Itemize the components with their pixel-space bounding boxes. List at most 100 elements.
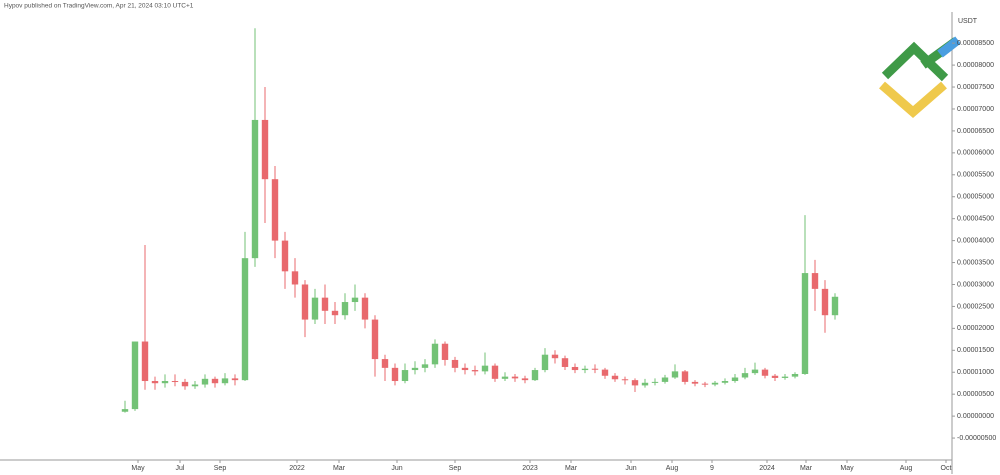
candle-body [161,381,169,384]
unit-label: USDT [958,18,978,25]
y-tick-label: -0.00000500 [957,435,996,442]
x-tick-label: 9 [710,465,714,472]
candle-body [201,378,209,385]
y-tick-label: 0.00003500 [957,259,994,266]
y-tick-label: 0.00000500 [957,391,994,398]
x-tick-label: Mar [565,465,578,472]
candle-body [661,377,669,382]
x-tick-label: 2022 [289,465,305,472]
candle-body [681,371,689,382]
candle-body [381,359,389,368]
candle-body [401,370,409,382]
y-tick-label: 0.00007500 [957,84,994,91]
candle-body [621,379,629,381]
x-tick-label: Mar [333,465,346,472]
candle-body [451,359,459,368]
candle-body [151,381,159,384]
x-tick-label: Jun [625,465,636,472]
x-tick-label: Sep [214,465,227,472]
y-tick-label: 0.00001500 [957,347,994,354]
x-tick-label: 2023 [522,465,538,472]
candle-body [331,310,339,316]
candle-body [821,288,829,316]
candle-body [791,373,799,377]
y-tick-label: 0.00002000 [957,325,994,332]
candle-body [601,369,609,376]
candle-body [831,296,839,316]
candle-body [471,370,479,372]
candle-body [411,367,419,371]
x-tick-label: May [131,465,145,472]
candle-body [511,376,519,379]
candle-body [581,368,589,371]
candle-body [741,373,749,378]
x-tick-label: 2024 [759,465,775,472]
candle-body [541,354,549,371]
x-tick-label: Aug [666,465,679,472]
candle-body [321,297,329,311]
candle-body [231,378,239,381]
candle-body [691,381,699,384]
y-tick-label: 0.00004000 [957,237,994,244]
y-tick-label: 0.00000000 [957,413,994,420]
candle-body [551,354,559,359]
x-tick-label: May [840,465,854,472]
candle-body [391,367,399,382]
candle-body [531,370,539,381]
candle-body [631,380,639,386]
x-tick-label: Jun [391,465,402,472]
candle-body [701,383,709,385]
header: Hypov published on TradingView.com, Apr … [4,3,194,10]
y-tick-label: 0.00005000 [957,194,994,201]
candle-body [641,382,649,386]
candle-body [721,381,729,383]
candle-body [501,376,509,379]
y-tick-label: 0.00004500 [957,216,994,223]
candle-body [291,271,299,285]
y-tick-label: 0.00006000 [957,150,994,157]
candle-body [611,375,619,380]
candle-body [811,273,819,289]
candle-body [211,378,219,384]
candle-body [671,371,679,378]
candle-body [521,378,529,381]
candle-body [421,364,429,368]
candle-body [491,365,499,379]
y-tick-label: 0.00008000 [957,62,994,69]
candle-body [561,358,569,367]
candle-body [311,297,319,320]
candle-body [141,341,149,382]
x-tick-label: Sep [449,465,462,472]
candle-body [711,382,719,385]
candle-body [481,365,489,372]
candle-body [131,341,139,410]
candle-body [241,258,249,381]
y-tick-label: 0.00007000 [957,106,994,113]
y-tick-label: 0.00002500 [957,303,994,310]
x-tick-label: Oct [941,465,952,472]
y-tick-label: 0.00008500 [957,40,994,47]
candle-body [431,343,439,365]
candle-body [441,343,449,360]
candle-body [751,369,759,374]
candle-body [191,384,199,387]
candle-body [371,319,379,360]
candle-body [271,179,279,241]
candle-body [251,119,259,259]
candle-body [171,381,179,383]
y-tick-label: 0.00005500 [957,172,994,179]
candle-body [281,240,289,272]
candle-body [221,378,229,384]
x-tick-label: Mar [800,465,813,472]
x-tick-label: Jul [176,465,185,472]
candle-body [731,377,739,382]
candle-body [571,366,579,371]
y-tick-label: 0.00006500 [957,128,994,135]
x-tick-label: Aug [900,465,913,472]
candle-body [781,376,789,378]
y-tick-label: 0.00001000 [957,369,994,376]
candle-body [461,367,469,371]
candle-body [351,297,359,303]
logo [879,36,961,118]
candle-body [301,284,309,320]
